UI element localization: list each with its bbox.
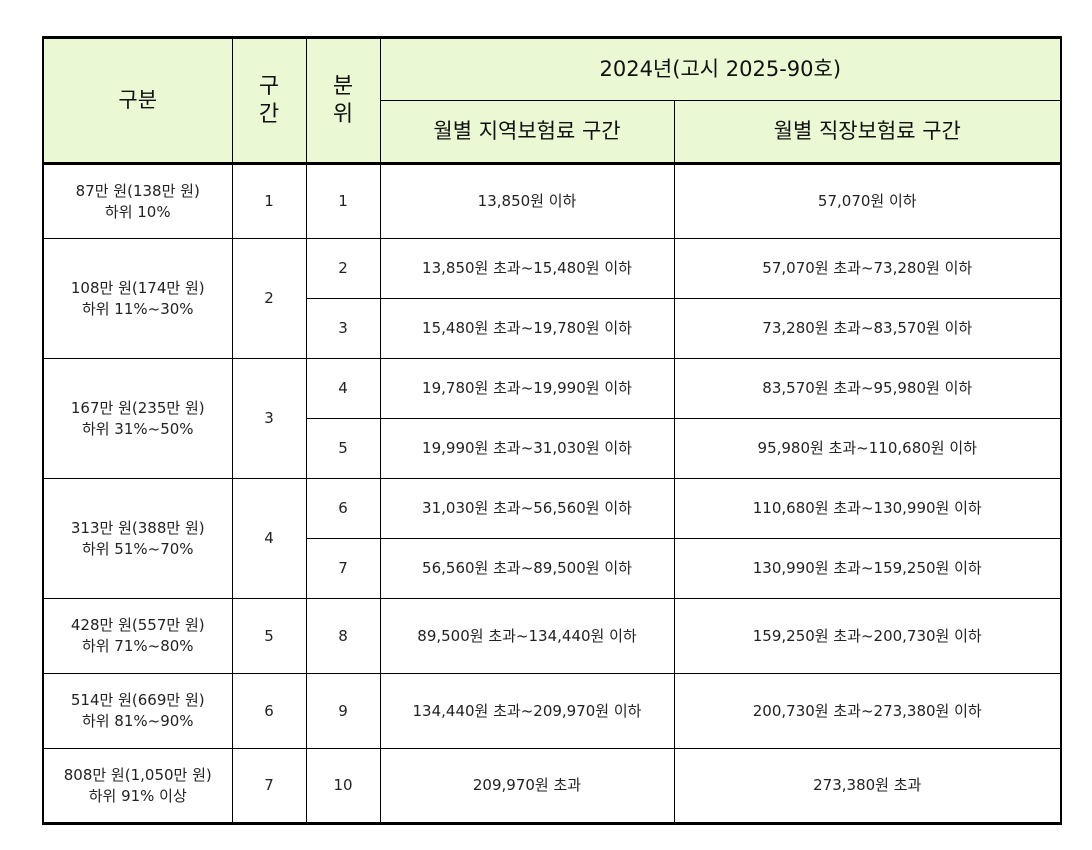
section-cell: 6: [231, 673, 307, 749]
header-row-1: 구분 구 간 분 위 2024년(고시 2025-90호): [42, 37, 1062, 165]
regional-fee-cell: 56,560원 초과~89,500원 이하: [379, 538, 675, 599]
workplace-fee-cell: 159,250원 초과~200,730원 이하: [673, 598, 1062, 674]
regional-fee-cell: 13,850원 초과~15,480원 이하: [379, 238, 675, 299]
category-income: 313만 원(388만 원): [70, 518, 205, 537]
category-percentile: 하위 71%~80%: [81, 637, 194, 655]
table-row: 313만 원(388만 원) 하위 51%~70% 4 6 31,030원 초과~56,…: [42, 478, 1062, 599]
workplace-fee-cell: 57,070원 초과~73,280원 이하: [673, 238, 1062, 299]
decile-cell: 3: [305, 298, 381, 359]
section-cell: 1: [231, 163, 307, 239]
regional-fee-cell: 15,480원 초과~19,780원 이하: [379, 298, 675, 359]
workplace-fee-cell: 83,570원 초과~95,980원 이하: [673, 358, 1062, 419]
table-row: 514만 원(669만 원) 하위 81%~90% 6 9 134,440원 초과~20…: [42, 673, 1062, 749]
section-cell: 7: [231, 748, 307, 824]
header-section-char-1: 구: [258, 74, 280, 99]
table-row: 808만 원(1,050만 원) 하위 91% 이상 7 10 209,970원 초과 2…: [42, 748, 1062, 824]
header-decile-char-2: 위: [332, 101, 354, 127]
regional-fee-cell: 19,990원 초과~31,030원 이하: [379, 418, 675, 479]
category-percentile: 하위 10%: [104, 202, 171, 221]
category-income: 108만 원(174만 원): [70, 278, 205, 297]
table-row: 5 19,990원 초과~31,030원 이하 95,980원 초과~110,680…: [43, 418, 1062, 479]
workplace-fee-cell: 110,680원 초과~130,990원 이하: [673, 478, 1062, 539]
workplace-fee-cell: 130,990원 초과~159,250원 이하: [673, 538, 1062, 599]
category-cell: 87만 원(138만 원) 하위 10%: [42, 163, 233, 239]
regional-fee-cell: 134,440원 초과~209,970원 이하: [379, 673, 675, 749]
header-workplace: 월별 직장보험료 구간: [673, 100, 1062, 165]
regional-fee-cell: 89,500원 초과~134,440원 이하: [379, 598, 675, 674]
table-body: 87만 원(138만 원) 하위 10% 1 1 13,850원 이하 57,070원 이…: [42, 163, 1062, 824]
category-percentile: 하위 81%~90%: [81, 712, 194, 730]
category-percentile: 하위 31%~50%: [81, 419, 194, 438]
decile-cell: 9: [305, 673, 381, 749]
category-cell: 108만 원(174만 원) 하위 11%~30%: [42, 238, 233, 359]
section-cell: 3: [231, 358, 307, 479]
table-row: 428만 원(557만 원) 하위 71%~80% 5 8 89,500원 초과~134…: [42, 598, 1062, 674]
category-income: 87만 원(138만 원): [75, 181, 200, 200]
category-percentile: 하위 11%~30%: [81, 299, 194, 318]
header-decile: 분 위: [305, 37, 381, 165]
header-section: 구 간: [231, 37, 307, 165]
decile-cell: 6: [305, 478, 381, 539]
category-cell: 514만 원(669만 원) 하위 81%~90%: [42, 673, 233, 749]
workplace-fee-cell: 200,730원 초과~273,380원 이하: [673, 673, 1062, 749]
section-cell: 4: [231, 478, 307, 599]
category-cell: 313만 원(388만 원) 하위 51%~70%: [42, 478, 233, 599]
header-regional: 월별 지역보험료 구간: [379, 100, 675, 165]
regional-fee-cell: 19,780원 초과~19,990원 이하: [379, 358, 675, 419]
decile-cell: 10: [305, 748, 381, 824]
workplace-fee-cell: 273,380원 초과: [673, 748, 1062, 824]
header-section-char-2: 간: [258, 101, 280, 127]
table-row: 3 15,480원 초과~19,780원 이하 73,280원 초과~83,570원…: [43, 298, 1062, 359]
table-row: 7 56,560원 초과~89,500원 이하 130,990원 초과~159,25…: [43, 538, 1062, 599]
section-cell: 5: [231, 598, 307, 674]
header-row-2: 월별 지역보험료 구간 월별 직장보험료 구간: [43, 100, 1062, 165]
workplace-fee-cell: 95,980원 초과~110,680원 이하: [673, 418, 1062, 479]
category-income: 428만 원(557만 원): [70, 616, 205, 634]
header-category: 구분: [42, 37, 233, 165]
workplace-fee-cell: 73,280원 초과~83,570원 이하: [673, 298, 1062, 359]
decile-cell: 1: [305, 163, 381, 239]
header-period: 2024년(고시 2025-90호): [379, 37, 1062, 101]
decile-cell: 8: [305, 598, 381, 674]
category-cell: 428만 원(557만 원) 하위 71%~80%: [42, 598, 233, 674]
workplace-fee-cell: 57,070원 이하: [673, 163, 1062, 239]
regional-fee-cell: 31,030원 초과~56,560원 이하: [379, 478, 675, 539]
decile-cell: 4: [305, 358, 381, 419]
regional-fee-cell: 209,970원 초과: [379, 748, 675, 824]
decile-cell: 7: [305, 538, 381, 599]
decile-cell: 2: [305, 238, 381, 299]
regional-fee-cell: 13,850원 이하: [379, 163, 675, 239]
table-row: 87만 원(138만 원) 하위 10% 1 1 13,850원 이하 57,070원 이…: [42, 163, 1062, 239]
category-percentile: 하위 91% 이상: [88, 786, 187, 805]
insurance-fee-table: 구분 구 간 분 위 2024년(고시 2025-90호) 월별 지역보험료 구…: [42, 36, 1062, 825]
category-cell: 808만 원(1,050만 원) 하위 91% 이상: [42, 748, 233, 824]
section-cell: 2: [231, 238, 307, 359]
category-income: 514만 원(669만 원): [70, 691, 205, 709]
category-income: 167만 원(235만 원): [70, 398, 205, 417]
category-income: 808만 원(1,050만 원): [63, 765, 212, 784]
table-row: 108만 원(174만 원) 하위 11%~30% 2 2 13,850원 초과~15,…: [42, 238, 1062, 359]
category-percentile: 하위 51%~70%: [81, 539, 194, 558]
table-row: 167만 원(235만 원) 하위 31%~50% 3 4 19,780원 초과~19,…: [42, 358, 1062, 479]
header-decile-char-1: 분: [332, 74, 354, 99]
decile-cell: 5: [305, 418, 381, 479]
category-cell: 167만 원(235만 원) 하위 31%~50%: [42, 358, 233, 479]
